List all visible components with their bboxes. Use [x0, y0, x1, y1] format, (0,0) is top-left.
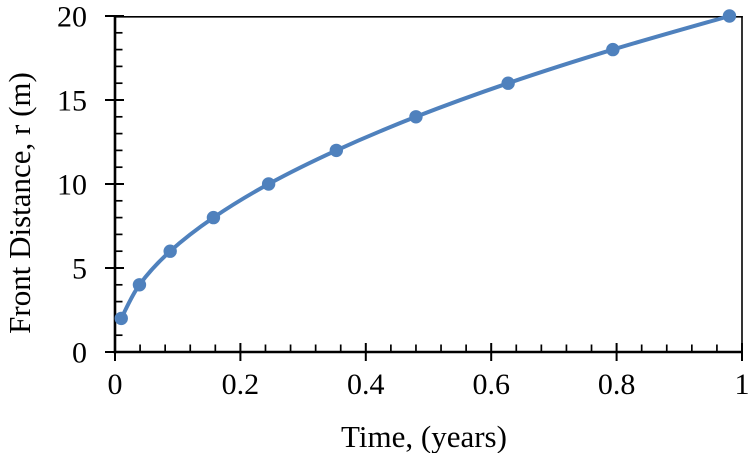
- data-point-marker: [206, 210, 221, 225]
- data-point-marker: [501, 76, 515, 90]
- data-point-marker: [329, 143, 344, 158]
- x-tick-label: 0.6: [472, 368, 510, 401]
- y-tick-label: 20: [57, 1, 87, 34]
- data-point-marker: [261, 177, 276, 191]
- y-tick-label: 10: [57, 169, 87, 202]
- x-tick-label: 0: [108, 368, 123, 401]
- x-tick-label: 0.2: [222, 368, 260, 401]
- data-point-marker: [114, 311, 128, 326]
- x-tick-label: 1: [735, 368, 750, 401]
- y-axis-title: Front Distance, r (m): [2, 72, 37, 334]
- data-point-marker: [606, 42, 620, 57]
- series-line: [119, 14, 732, 321]
- y-tick-label: 15: [57, 85, 87, 118]
- data-point-marker: [163, 244, 177, 258]
- x-tick-label: 0.4: [347, 368, 385, 401]
- y-tick-label: 5: [72, 253, 87, 286]
- x-axis-title: Time, (years): [341, 419, 507, 453]
- x-tick-label: 0.8: [598, 368, 636, 401]
- data-point-marker: [132, 278, 147, 292]
- data-point-marker: [722, 9, 737, 23]
- y-tick-label: 0: [72, 337, 87, 370]
- data-point-marker: [409, 110, 423, 124]
